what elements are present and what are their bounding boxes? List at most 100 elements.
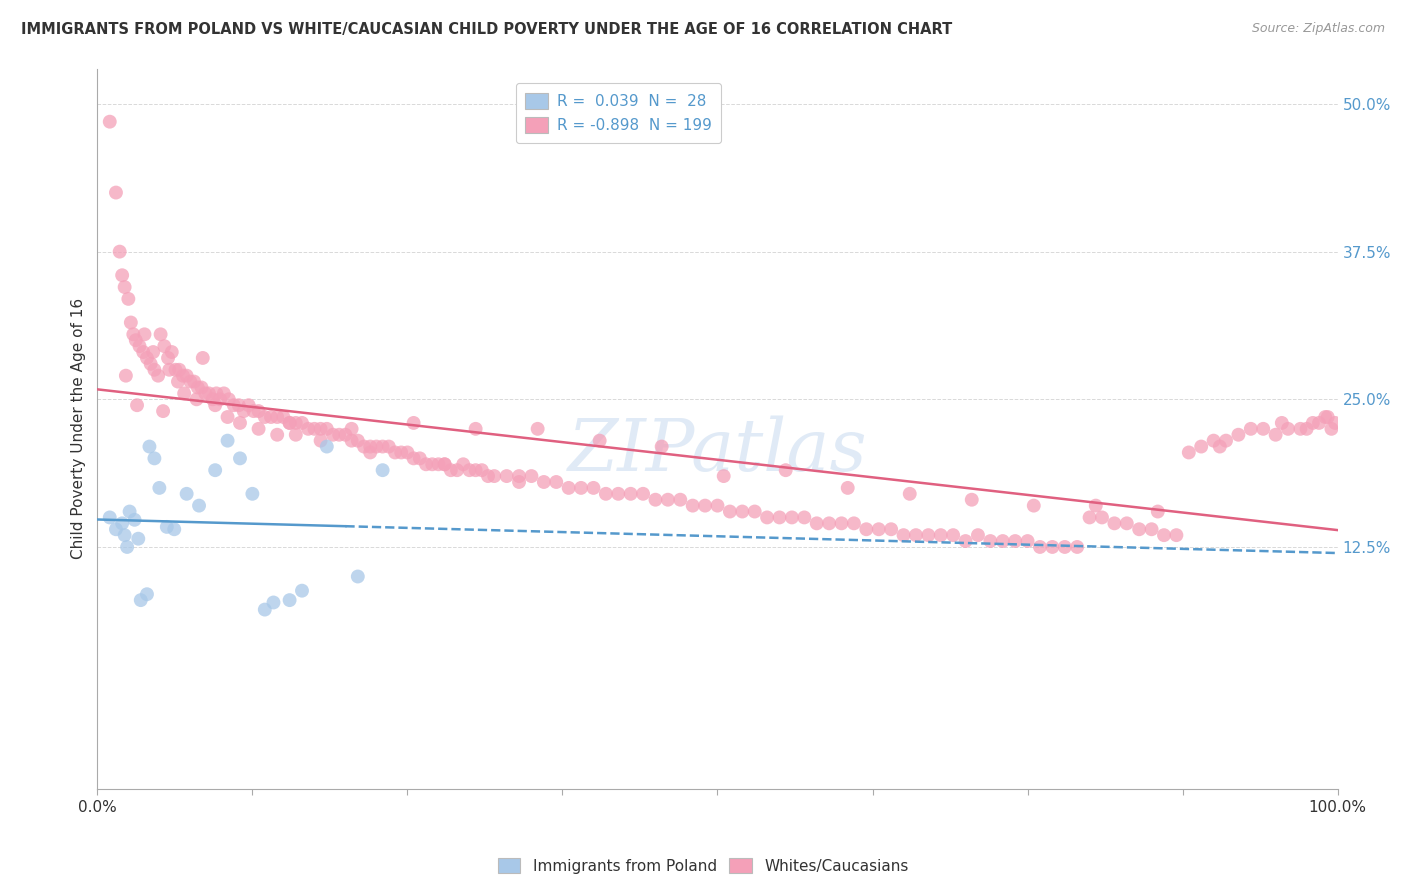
Point	[167, 375, 190, 389]
Point	[191, 351, 214, 365]
Point	[204, 398, 226, 412]
Point	[967, 528, 990, 542]
Point	[146, 368, 169, 383]
Point	[582, 481, 605, 495]
Point	[134, 327, 156, 342]
Point	[304, 422, 326, 436]
Point	[1115, 516, 1137, 531]
Point	[156, 520, 179, 534]
Point	[125, 398, 148, 412]
Point	[433, 457, 456, 471]
Point	[136, 587, 159, 601]
Point	[222, 398, 245, 412]
Point	[359, 440, 381, 454]
Point	[104, 522, 127, 536]
Point	[160, 345, 183, 359]
Point	[127, 532, 149, 546]
Point	[1215, 434, 1237, 448]
Point	[893, 528, 915, 542]
Point	[533, 475, 555, 489]
Point	[152, 404, 174, 418]
Point	[942, 528, 965, 542]
Point	[1264, 427, 1286, 442]
Point	[198, 386, 221, 401]
Point	[631, 487, 654, 501]
Point	[837, 481, 859, 495]
Point	[508, 469, 530, 483]
Point	[148, 481, 170, 495]
Point	[187, 380, 209, 394]
Point	[260, 410, 283, 425]
Point	[898, 487, 921, 501]
Point	[1128, 522, 1150, 536]
Point	[1084, 499, 1107, 513]
Point	[176, 487, 198, 501]
Point	[328, 427, 350, 442]
Point	[855, 522, 877, 536]
Point	[153, 339, 176, 353]
Point	[157, 351, 180, 365]
Point	[1066, 540, 1088, 554]
Point	[458, 463, 481, 477]
Point	[484, 469, 506, 483]
Text: IMMIGRANTS FROM POLAND VS WHITE/CAUCASIAN CHILD POVERTY UNDER THE AGE OF 16 CORR: IMMIGRANTS FROM POLAND VS WHITE/CAUCASIA…	[21, 22, 952, 37]
Point	[409, 451, 432, 466]
Point	[186, 392, 208, 407]
Point	[132, 345, 155, 359]
Point	[1104, 516, 1126, 531]
Point	[607, 487, 630, 501]
Point	[718, 504, 741, 518]
Point	[232, 404, 254, 418]
Point	[335, 427, 357, 442]
Point	[315, 422, 337, 436]
Point	[756, 510, 779, 524]
Point	[371, 440, 394, 454]
Point	[115, 540, 138, 554]
Point	[98, 510, 121, 524]
Point	[557, 481, 579, 495]
Point	[209, 392, 232, 407]
Point	[1271, 416, 1294, 430]
Point	[904, 528, 927, 542]
Point	[247, 422, 270, 436]
Point	[157, 363, 180, 377]
Point	[172, 368, 194, 383]
Point	[340, 434, 363, 448]
Point	[204, 463, 226, 477]
Point	[201, 392, 224, 407]
Point	[731, 504, 754, 518]
Point	[1022, 499, 1045, 513]
Point	[1153, 528, 1175, 542]
Point	[682, 499, 704, 513]
Point	[129, 593, 152, 607]
Point	[291, 583, 314, 598]
Text: ZIPatlas: ZIPatlas	[568, 415, 868, 486]
Legend: R =  0.039  N =  28, R = -0.898  N = 199: R = 0.039 N = 28, R = -0.898 N = 199	[516, 83, 721, 143]
Point	[1189, 440, 1212, 454]
Point	[464, 422, 486, 436]
Point	[589, 434, 612, 448]
Point	[212, 386, 235, 401]
Point	[322, 427, 344, 442]
Point	[880, 522, 903, 536]
Point	[190, 380, 212, 394]
Point	[1178, 445, 1201, 459]
Text: Source: ZipAtlas.com: Source: ZipAtlas.com	[1251, 22, 1385, 36]
Point	[526, 422, 548, 436]
Point	[266, 427, 288, 442]
Point	[284, 427, 307, 442]
Point	[273, 410, 295, 425]
Point	[128, 339, 150, 353]
Point	[979, 534, 1001, 549]
Point	[122, 327, 145, 342]
Point	[138, 440, 160, 454]
Point	[359, 445, 381, 459]
Point	[114, 280, 136, 294]
Point	[315, 440, 337, 454]
Point	[278, 416, 301, 430]
Point	[396, 445, 419, 459]
Point	[1251, 422, 1274, 436]
Point	[173, 386, 195, 401]
Point	[1166, 528, 1188, 542]
Point	[378, 440, 401, 454]
